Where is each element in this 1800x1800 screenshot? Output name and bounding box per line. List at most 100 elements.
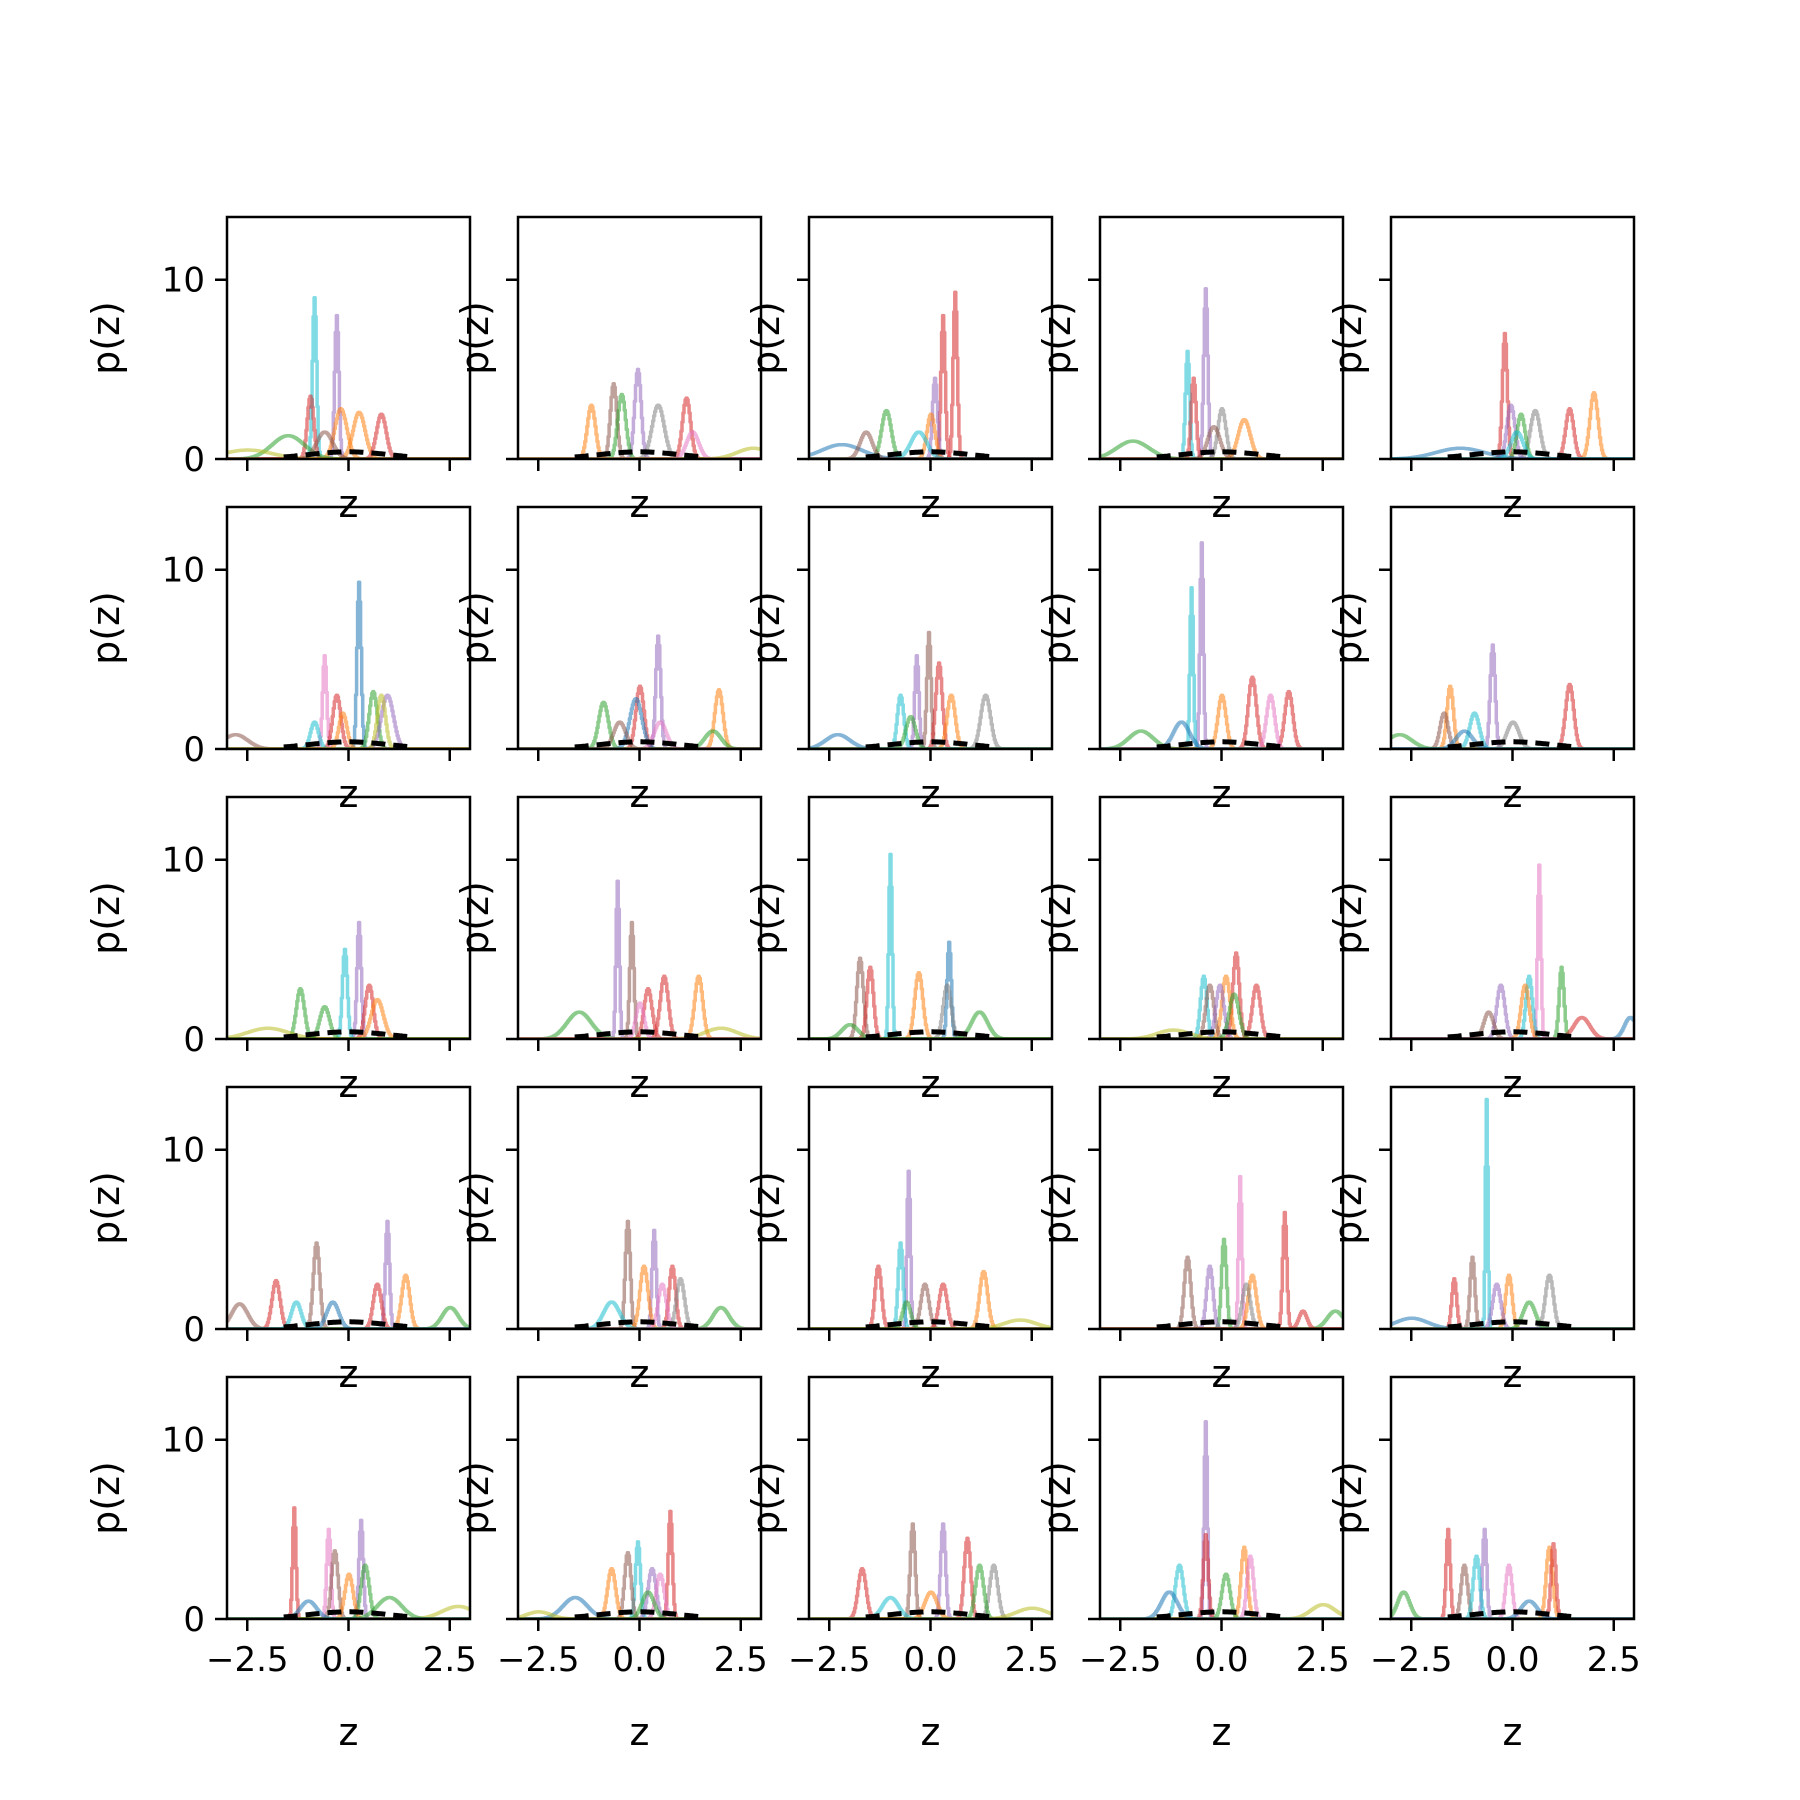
axes-frame — [225, 1085, 472, 1331]
x-axis-label: z — [1503, 482, 1523, 526]
x-tick-label: 2.5 — [714, 1640, 768, 1680]
density-curve-2 — [1391, 965, 1634, 1039]
axes-frame — [807, 1375, 1054, 1621]
plot-area — [809, 630, 1052, 749]
subplot-3-5: p(z) z — [1326, 795, 1636, 1106]
x-axis-label: z — [1212, 1352, 1232, 1396]
density-curve-4 — [227, 1549, 470, 1619]
density-curve-3 — [809, 1536, 1052, 1619]
density-curve-5 — [518, 697, 761, 749]
y-axis-label: p(z) — [1326, 301, 1370, 375]
axes-frame — [807, 1085, 1054, 1331]
density-curve-1 — [1100, 541, 1343, 749]
x-axis-label: z — [339, 1710, 359, 1754]
y-axis-label: p(z) — [1035, 591, 1079, 665]
density-curve-7 — [1100, 992, 1343, 1039]
x-axis-label: z — [339, 1352, 359, 1396]
plot-area — [809, 1522, 1052, 1619]
subplot-2-3: p(z) z — [744, 505, 1054, 816]
density-curve-3 — [1391, 682, 1634, 749]
plot-area — [1100, 1174, 1343, 1329]
density-curve-7 — [809, 732, 1052, 749]
density-curve-6 — [227, 732, 470, 749]
plot-area — [227, 920, 470, 1039]
subplot-1-1: 0 10 p(z) z — [84, 215, 472, 526]
density-curve-1 — [809, 630, 1052, 749]
density-curve-2 — [518, 1540, 761, 1619]
axes-frame — [1389, 505, 1636, 751]
subplot-4-1: 0 10 p(z) z — [84, 1085, 472, 1396]
density-curve-5 — [809, 693, 1052, 749]
density-curve-7 — [227, 1604, 470, 1619]
density-curve-3 — [1100, 1545, 1343, 1619]
density-curve-1 — [518, 367, 761, 459]
density-curve-3 — [227, 407, 470, 459]
prior-curve — [1156, 739, 1287, 749]
y-axis-label: p(z) — [1035, 301, 1079, 375]
density-curve-2 — [1391, 390, 1634, 459]
y-tick-label: 10 — [162, 261, 205, 301]
x-axis-label: z — [339, 1062, 359, 1106]
density-curve-8 — [518, 1590, 761, 1619]
x-tick-label: 0.0 — [1485, 1640, 1539, 1680]
density-curve-8 — [1100, 1028, 1343, 1039]
y-axis-label: p(z) — [84, 881, 128, 955]
density-curve-1 — [227, 1241, 470, 1329]
density-curve-5 — [809, 970, 1052, 1039]
y-axis-label: p(z) — [1326, 1171, 1370, 1245]
density-curve-7 — [1391, 1563, 1634, 1619]
y-tick-label: 10 — [162, 551, 205, 591]
density-curve-3 — [518, 392, 761, 459]
plot-area — [518, 634, 761, 749]
density-curve-5 — [1391, 711, 1634, 749]
x-tick-label: 2.5 — [423, 1640, 477, 1680]
density-curve-8 — [1391, 1590, 1634, 1619]
x-axis-label: z — [921, 482, 941, 526]
density-curve-2 — [1391, 684, 1634, 749]
subplot-1-2: p(z) z — [453, 215, 763, 526]
y-tick-label: 10 — [162, 1421, 205, 1461]
density-curve-9 — [518, 1610, 761, 1619]
density-curve-9 — [1100, 1309, 1343, 1329]
y-axis-label: p(z) — [1326, 881, 1370, 955]
subplot-2-5: p(z) z — [1326, 505, 1636, 816]
density-curve-8 — [1100, 720, 1343, 749]
density-curve-1 — [227, 580, 470, 749]
y-axis-label: p(z) — [744, 591, 788, 665]
density-curve-3 — [518, 1550, 761, 1619]
density-curve-5 — [227, 1273, 470, 1329]
subplot-4-3: p(z) z — [744, 1085, 1054, 1396]
density-curve-4 — [1391, 1273, 1634, 1329]
density-curve-3 — [1100, 1237, 1343, 1329]
x-axis-label: z — [1212, 482, 1232, 526]
density-curve-2 — [1100, 585, 1343, 749]
y-axis-label: p(z) — [453, 591, 497, 665]
subplot-1-4: p(z) z — [1035, 215, 1345, 526]
x-tick-label: −2.5 — [788, 1640, 871, 1680]
x-axis-label: z — [630, 772, 650, 816]
plot-area — [1100, 286, 1343, 459]
density-curve-4 — [227, 1282, 470, 1329]
density-curve-6 — [518, 1305, 761, 1329]
y-axis-label: p(z) — [1035, 1461, 1079, 1535]
density-curve-1 — [1100, 286, 1343, 459]
x-tick-label: 2.5 — [1587, 1640, 1641, 1680]
density-curve-7 — [809, 1318, 1052, 1329]
density-curve-6 — [518, 1572, 761, 1619]
density-curve-6 — [1100, 983, 1343, 1039]
density-curve-3 — [227, 693, 470, 749]
plot-area — [227, 1506, 470, 1619]
density-curve-5 — [1391, 403, 1634, 459]
density-curve-4 — [518, 688, 761, 749]
plot-area — [1391, 1097, 1634, 1329]
density-curve-4 — [518, 403, 761, 459]
density-curve-5 — [518, 1567, 761, 1619]
density-curve-8 — [809, 1595, 1052, 1619]
x-axis-label: z — [630, 1710, 650, 1754]
y-axis-label: p(z) — [744, 1171, 788, 1245]
y-axis-label: p(z) — [84, 1461, 128, 1535]
x-axis-label: z — [1503, 1352, 1523, 1396]
y-axis-label: p(z) — [453, 1461, 497, 1535]
x-axis-label: z — [630, 1062, 650, 1106]
density-curve-4 — [1391, 983, 1634, 1039]
